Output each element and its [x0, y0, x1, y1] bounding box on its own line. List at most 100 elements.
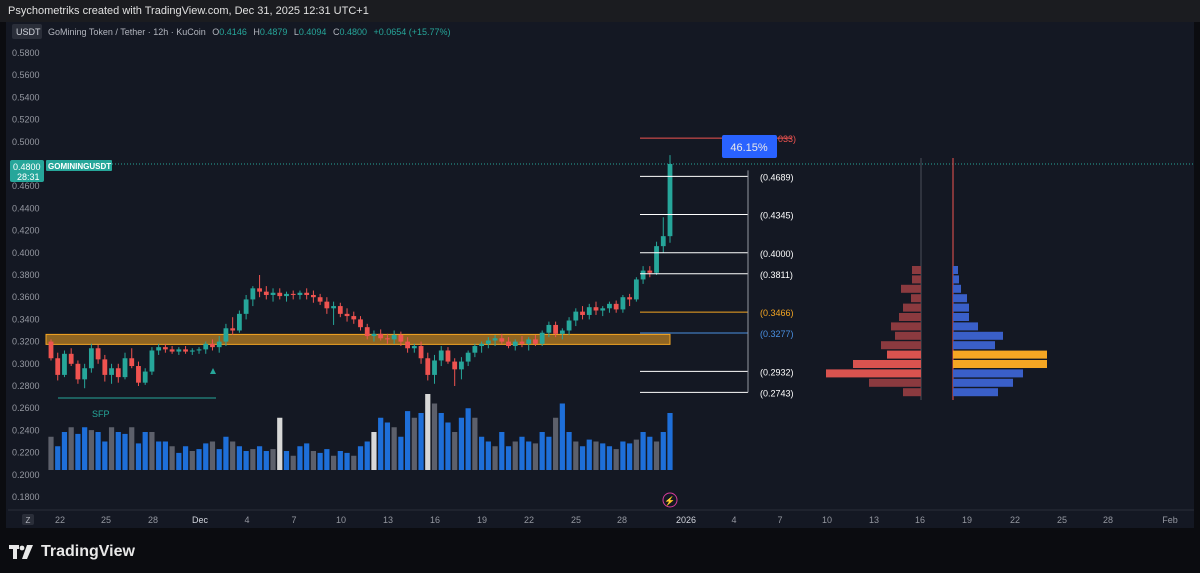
lightning-icon[interactable] — [662, 492, 678, 508]
candle-body — [647, 270, 653, 273]
candle-body — [526, 339, 532, 344]
candle-body — [223, 328, 229, 342]
profile-sell-bar — [899, 313, 921, 321]
volume-bar — [122, 433, 128, 470]
attribution-bar: Psychometriks created with TradingView.c… — [0, 0, 1200, 22]
price-tick: 0.5600 — [12, 70, 40, 80]
candle-body — [169, 349, 175, 352]
price-tag — [10, 160, 44, 182]
close-value: 0.4800 — [339, 27, 367, 37]
candle-body — [82, 368, 88, 380]
fib-label: (0.4000) — [760, 249, 794, 259]
volume-bar — [277, 417, 283, 470]
profile-buy-bar — [953, 388, 998, 397]
price-tick: 0.2000 — [12, 470, 40, 480]
low-value: 0.4094 — [299, 27, 327, 37]
candle-body — [297, 292, 303, 295]
volume-bar — [169, 446, 175, 470]
volume-bar — [149, 432, 155, 470]
time-tick: 16 — [430, 515, 440, 525]
candle-body — [573, 311, 579, 321]
fib-label: (0.4689) — [760, 172, 794, 182]
candle-body — [627, 297, 633, 300]
candle-body — [324, 301, 330, 309]
volume-bar — [472, 417, 478, 470]
candle-body — [162, 347, 168, 350]
volume-bar — [115, 432, 121, 470]
time-axis[interactable]: 22 25 28 Dec 4 7 10 13 16 19 22 25 28 2026 4 7 10 13 16 19 2… — [55, 515, 1178, 525]
candlesticks — [48, 155, 673, 389]
volume-bars — [48, 394, 673, 470]
candle-body — [68, 353, 74, 364]
candle-body — [351, 316, 357, 320]
candle-body — [142, 371, 148, 383]
volume-bar — [129, 427, 135, 470]
candle-body — [371, 333, 377, 337]
volume-bar — [438, 413, 444, 470]
profile-buy-bar — [953, 294, 967, 303]
fib-label: (0.3811) — [760, 270, 793, 280]
sfp-arrow-icon — [210, 368, 216, 374]
profile-buy-bar — [953, 322, 978, 331]
chart-canvas[interactable]: USDT GoMining Token / Tether · 12h · KuC… — [0, 0, 1200, 528]
change-value: +0.0654 (+15.77%) — [374, 27, 451, 37]
candle-body — [102, 359, 108, 375]
candle-body — [633, 279, 639, 300]
candle-body — [230, 328, 236, 331]
candle-body — [391, 334, 397, 340]
volume-bar — [539, 432, 545, 470]
candle-body — [311, 294, 316, 298]
volume-bar — [236, 446, 242, 470]
currency-badge[interactable] — [12, 24, 42, 39]
profile-buy-bar — [953, 275, 959, 284]
volume-bar — [398, 436, 404, 470]
profile-buy-bar — [953, 303, 969, 312]
candle-body — [236, 313, 242, 331]
time-tick: 28 — [148, 515, 158, 525]
volume-bar — [391, 427, 397, 470]
volume-bar — [182, 446, 189, 470]
price-tick: 0.3600 — [12, 292, 40, 302]
percent-badge[interactable] — [722, 135, 777, 158]
candle-body — [600, 308, 606, 311]
candle-body — [216, 341, 222, 348]
tradingview-logo[interactable]: TradingView — [9, 542, 135, 562]
volume-bar — [135, 443, 142, 470]
fib-label: (0.2743) — [760, 388, 794, 398]
symbol-legend: GoMining Token / Tether · 12h · KuCoin O… — [48, 27, 451, 37]
candle-body — [122, 358, 128, 378]
currency-label: USDT — [16, 27, 41, 37]
candle-body — [149, 350, 155, 372]
price-tick: 0.2400 — [12, 425, 40, 435]
partial-target-label: 033) — [778, 134, 796, 144]
candle-body — [250, 288, 256, 300]
zoom-reset-button[interactable] — [22, 514, 34, 525]
volume-bar — [546, 436, 552, 470]
volume-bar — [256, 446, 263, 470]
volume-bar — [108, 427, 115, 470]
open-label: O — [212, 27, 219, 37]
time-tick: 7 — [777, 515, 782, 525]
volume-bar — [176, 452, 182, 470]
candle-body — [519, 341, 525, 344]
time-tick: 22 — [55, 515, 65, 525]
time-tick: 25 — [571, 515, 581, 525]
volume-bar — [653, 441, 660, 470]
brand-name: TradingView — [41, 543, 135, 560]
time-tick: 19 — [962, 515, 972, 525]
price-axis[interactable]: 0.5800 0.5600 0.5400 0.5200 0.5000 0.4600 0.44… — [12, 48, 40, 502]
price-tick: 0.5800 — [12, 48, 40, 58]
candle-body — [48, 341, 54, 359]
percent-badge-text: 46.15% — [730, 142, 768, 154]
candle-body — [607, 303, 612, 309]
profile-sell-bar — [895, 331, 921, 340]
candle-body — [445, 350, 451, 362]
price-tick: 0.3200 — [12, 337, 40, 347]
volume-bar — [526, 441, 532, 470]
price-tick: 0.5400 — [12, 92, 40, 102]
profile-buy-bar — [953, 284, 961, 293]
profile-buy-bar — [953, 360, 1047, 368]
candle-body — [183, 349, 188, 352]
volume-bar — [418, 413, 424, 470]
time-tick: 16 — [915, 515, 925, 525]
